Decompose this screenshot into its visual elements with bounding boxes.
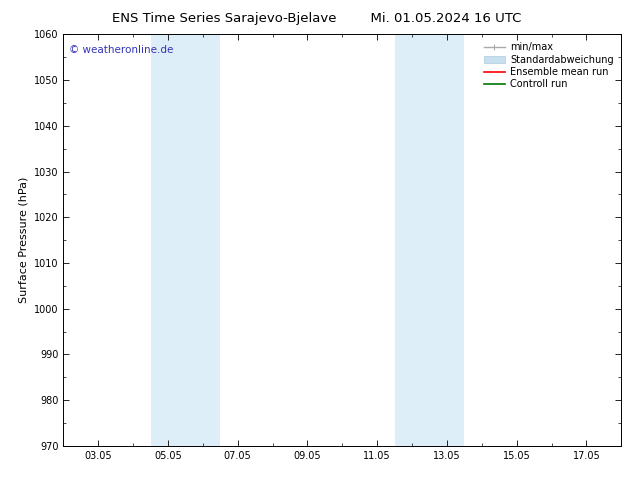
Bar bbox=[150, 34, 221, 446]
Y-axis label: Surface Pressure (hPa): Surface Pressure (hPa) bbox=[18, 177, 29, 303]
Text: ENS Time Series Sarajevo-Bjelave        Mi. 01.05.2024 16 UTC: ENS Time Series Sarajevo-Bjelave Mi. 01.… bbox=[112, 12, 522, 25]
Bar bbox=[394, 34, 464, 446]
Text: © weatheronline.de: © weatheronline.de bbox=[69, 45, 173, 54]
Legend: min/max, Standardabweichung, Ensemble mean run, Controll run: min/max, Standardabweichung, Ensemble me… bbox=[481, 39, 616, 92]
